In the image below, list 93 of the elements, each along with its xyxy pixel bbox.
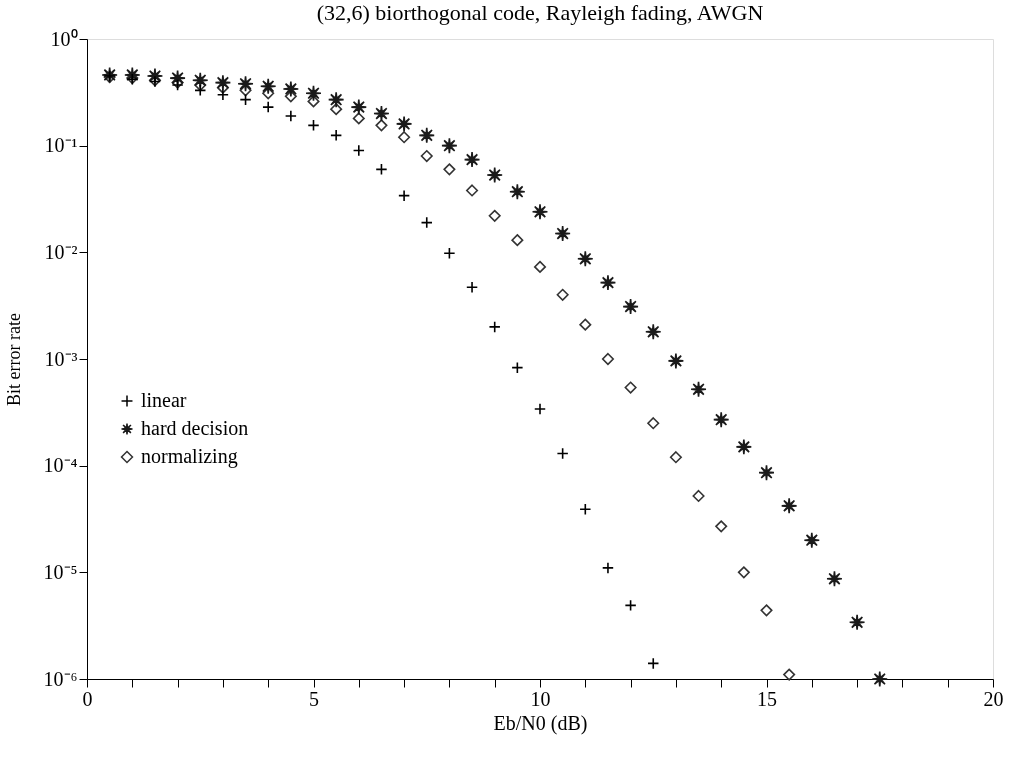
point [601,561,614,574]
point [237,75,254,93]
legend-label: linear [141,389,187,411]
point [667,352,685,370]
point [715,520,728,533]
point [758,464,775,481]
chart-title: (32,6) biorthogonal code, Rayleigh fading, AWGN [316,0,764,25]
point [398,189,411,202]
point [647,417,660,430]
point [780,497,798,515]
y-tick-label: 10⁻⁴ [43,454,78,477]
point [511,361,524,374]
point [466,281,479,294]
point [488,209,501,222]
point [375,119,388,132]
point [327,91,345,108]
x-tick-label: 10 [530,687,551,710]
point [803,532,821,549]
point [330,103,343,116]
point [599,274,617,291]
point [284,109,297,122]
point [307,119,320,132]
y-tick-label: 10⁻¹ [44,134,78,157]
point [579,503,592,516]
point [556,288,569,301]
point [624,599,637,612]
y-tick-label: 10⁻³ [44,347,78,370]
point [533,402,547,416]
point [305,85,322,102]
point [533,260,547,273]
legend-label: hard decision [141,417,249,439]
point [239,93,252,106]
point [282,80,300,98]
y-tick-label: 10⁻⁵ [43,560,78,583]
point [216,88,229,101]
point [531,203,549,220]
x-tick-label: 15 [757,687,777,710]
point [783,668,796,681]
point [373,105,390,122]
point [486,166,503,184]
point [352,144,365,157]
point [760,604,773,617]
point [645,323,662,340]
x-tick-label: 0 [82,687,93,710]
point [735,438,753,456]
point [214,74,232,91]
point [375,163,388,176]
point [398,131,411,144]
point [395,115,413,133]
point [554,225,571,242]
point [262,101,275,114]
x-axis-title: Eb/N0 (dB) [493,711,588,735]
point [463,151,481,168]
y-tick-label: 10⁻² [44,240,78,263]
x-tick-label: 5 [309,687,319,710]
point [601,352,614,366]
point [647,657,660,670]
point [577,250,594,267]
point [624,381,637,394]
point [420,216,433,229]
point [169,69,186,87]
point [737,566,750,579]
point [690,381,707,398]
point [712,411,730,428]
point [443,247,456,260]
point [443,163,456,176]
point [488,320,501,333]
point [418,127,435,144]
point [692,489,705,502]
point [192,72,209,89]
point [350,98,368,116]
x-tick-label: 20 [983,687,1004,710]
point [556,447,569,460]
point [420,149,433,163]
point [579,318,592,331]
point [124,66,141,84]
point [330,129,343,142]
y-tick-label: 10⁻⁶ [43,667,78,690]
point [466,184,479,197]
y-tick-label: 10⁰ [50,27,78,50]
point [509,183,526,200]
point [826,570,843,587]
point [871,670,888,688]
point [352,112,365,125]
point [511,234,524,247]
point [848,614,866,631]
point [259,78,277,95]
y-axis-title: Bit error rate [3,313,24,406]
legend-label: normalizing [141,445,238,468]
point [669,451,682,464]
point [441,137,458,154]
point [194,84,207,97]
point [622,298,639,315]
